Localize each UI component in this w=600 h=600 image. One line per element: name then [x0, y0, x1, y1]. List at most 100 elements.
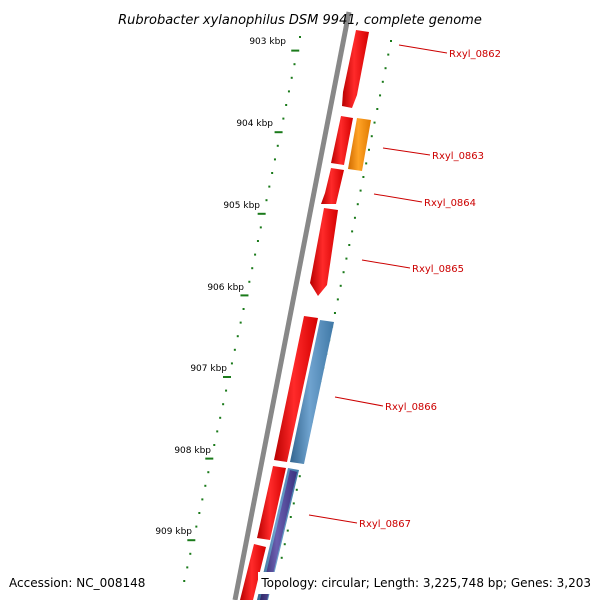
minor-tick — [239, 321, 242, 324]
minor-tick — [242, 308, 245, 310]
cds-feature[interactable] — [240, 544, 266, 600]
topology-text: Topology: circular; Length: 3,225,748 bp… — [260, 576, 591, 590]
minor-tick — [204, 484, 207, 487]
minor-tick — [233, 348, 236, 351]
minor-tick — [373, 121, 376, 124]
minor-tick — [236, 335, 239, 338]
footer-backdrop-left — [4, 572, 154, 594]
cds-feature[interactable] — [310, 208, 338, 296]
tick-label-907: 907 kbp — [190, 364, 227, 374]
tick-label-905: 905 kbp — [223, 201, 260, 211]
outer-scale-ticks — [280, 40, 392, 559]
scale-labels: 903 kbp 904 kbp 905 kbp 906 kbp 907 kbp … — [155, 37, 286, 537]
footer-backdrop-right — [258, 572, 600, 594]
minor-tick — [280, 556, 283, 559]
minor-tick — [282, 117, 285, 120]
minor-tick — [216, 430, 219, 433]
minor-tick — [356, 203, 359, 206]
gene-label-rxyl-0867[interactable]: Rxyl_0867 — [359, 519, 411, 530]
minor-tick — [225, 389, 228, 392]
gene-label-rxyl-0862[interactable]: Rxyl_0862 — [449, 49, 501, 60]
tick-label-908: 908 kbp — [174, 446, 211, 456]
leader-line — [382, 147, 431, 156]
minor-tick — [276, 144, 279, 147]
minor-tick — [298, 475, 301, 478]
minor-tick — [207, 471, 210, 474]
gene-label-rxyl-0863[interactable]: Rxyl_0863 — [432, 151, 484, 162]
minor-tick — [299, 36, 301, 38]
minor-tick — [198, 512, 201, 514]
minor-tick — [362, 176, 365, 178]
minor-tick — [381, 80, 384, 83]
leader-line — [398, 44, 448, 54]
gene-label-rxyl-0865[interactable]: Rxyl_0865 — [412, 264, 464, 275]
minor-tick — [189, 552, 192, 555]
map-title: Rubrobacter xylanophilus DSM 9941, compl… — [118, 13, 482, 28]
minor-tick — [283, 543, 286, 546]
minor-tick — [342, 271, 345, 274]
minor-tick — [290, 76, 293, 79]
minor-tick — [370, 135, 373, 138]
minor-tick — [186, 566, 189, 569]
leader-line — [308, 514, 358, 524]
cds-feature[interactable] — [274, 316, 318, 462]
minor-tick — [213, 444, 216, 446]
gene-label-rxyl-0866[interactable]: Rxyl_0866 — [385, 402, 437, 413]
major-tick — [223, 376, 232, 378]
rna-feature-blue[interactable] — [290, 320, 334, 464]
gene-labels: Rxyl_0862 Rxyl_0863 Rxyl_0864 Rxyl_0865 … — [359, 49, 501, 530]
cds-feature[interactable] — [321, 168, 344, 204]
minor-tick — [289, 516, 292, 518]
minor-tick — [384, 67, 387, 70]
leader-lines — [308, 44, 448, 524]
tick-label-906: 906 kbp — [207, 283, 244, 293]
minor-tick — [295, 488, 298, 491]
leader-line — [373, 193, 423, 203]
major-tick — [257, 212, 266, 215]
tick-label-904: 904 kbp — [236, 119, 273, 129]
minor-tick — [292, 502, 295, 505]
minor-tick — [251, 267, 254, 270]
minor-tick — [376, 108, 379, 110]
cds-feature[interactable] — [331, 116, 353, 165]
inner-scale-ticks — [183, 36, 301, 582]
minor-tick — [286, 529, 289, 532]
gene-feature-orange[interactable] — [348, 118, 371, 171]
minor-tick — [273, 158, 276, 161]
minor-tick — [345, 257, 348, 260]
minor-tick — [265, 199, 268, 202]
minor-tick — [271, 172, 274, 174]
rna-feature-purple[interactable] — [260, 470, 297, 600]
cds-feature[interactable] — [257, 466, 286, 540]
major-tick — [205, 457, 214, 460]
minor-tick — [222, 403, 225, 406]
leader-line — [334, 396, 384, 407]
minor-tick — [365, 162, 368, 165]
major-tick — [240, 294, 249, 297]
gene-label-rxyl-0864[interactable]: Rxyl_0864 — [424, 198, 476, 209]
minor-tick — [195, 525, 198, 528]
minor-tick — [336, 298, 339, 301]
minor-tick — [183, 580, 186, 582]
minor-tick — [387, 53, 390, 56]
minor-tick — [367, 148, 370, 151]
tick-label-903: 903 kbp — [249, 37, 286, 47]
minor-tick — [348, 244, 351, 246]
accession-text: Accession: NC_008148 — [9, 576, 145, 590]
minor-tick — [285, 104, 288, 106]
minor-tick — [248, 280, 251, 283]
minor-tick — [293, 63, 296, 66]
cds-track — [240, 30, 369, 600]
minor-tick — [259, 226, 262, 229]
major-tick — [274, 131, 283, 134]
leader-line — [361, 259, 411, 269]
cds-feature[interactable] — [342, 30, 369, 108]
minor-tick — [230, 362, 233, 365]
minor-tick — [379, 94, 382, 97]
minor-tick — [339, 284, 342, 287]
minor-tick — [268, 185, 271, 188]
minor-tick — [359, 189, 362, 192]
minor-tick — [287, 90, 290, 93]
